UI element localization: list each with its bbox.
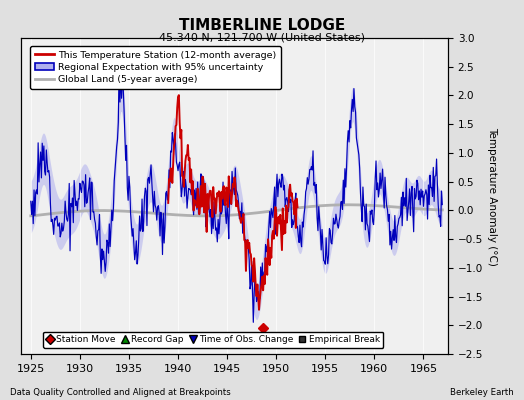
Y-axis label: Temperature Anomaly (°C): Temperature Anomaly (°C) — [487, 126, 497, 266]
Text: 45.340 N, 121.700 W (United States): 45.340 N, 121.700 W (United States) — [159, 33, 365, 43]
Text: Data Quality Controlled and Aligned at Breakpoints: Data Quality Controlled and Aligned at B… — [10, 388, 231, 397]
Text: TIMBERLINE LODGE: TIMBERLINE LODGE — [179, 18, 345, 33]
Legend: Station Move, Record Gap, Time of Obs. Change, Empirical Break: Station Move, Record Gap, Time of Obs. C… — [43, 332, 384, 348]
Text: Berkeley Earth: Berkeley Earth — [450, 388, 514, 397]
